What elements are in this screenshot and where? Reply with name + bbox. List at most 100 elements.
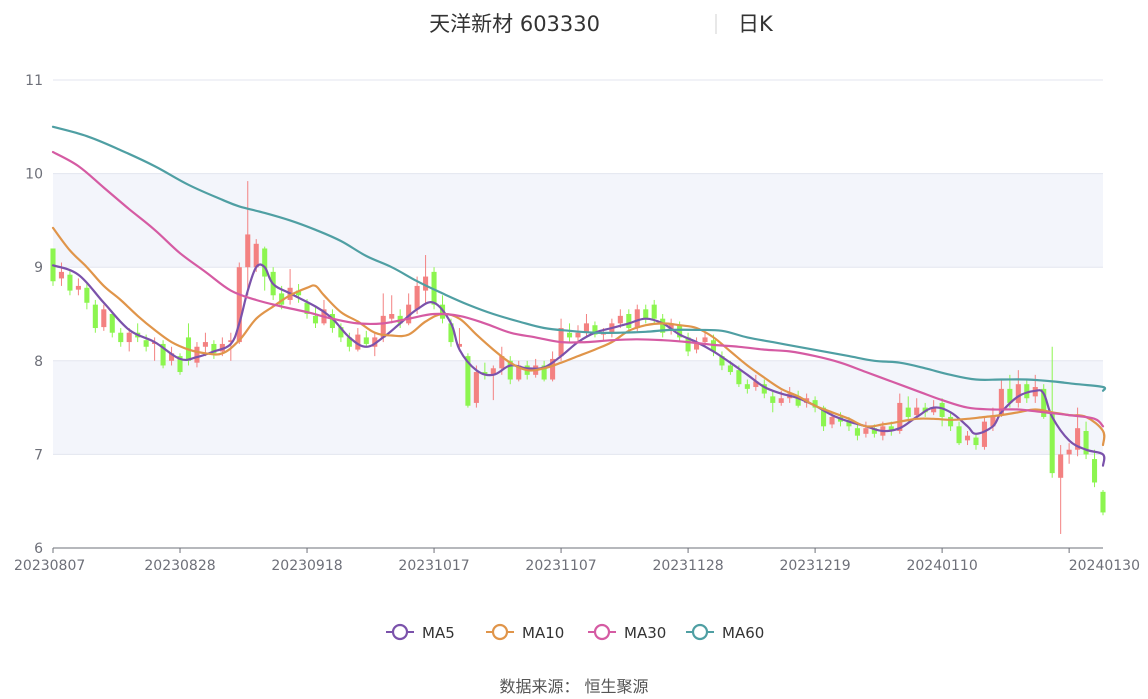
legend-item-ma5[interactable]: MA5 bbox=[386, 623, 455, 642]
candle bbox=[575, 325, 581, 343]
chart-title: 天洋新材 603330 bbox=[429, 12, 600, 36]
candle bbox=[516, 360, 522, 382]
x-tick-label: 20231017 bbox=[398, 558, 469, 574]
candle bbox=[126, 328, 132, 352]
legend-item-ma60[interactable]: MA60 bbox=[686, 623, 764, 642]
candle-body bbox=[253, 243, 259, 268]
candle bbox=[346, 332, 352, 352]
candle-body bbox=[575, 332, 581, 338]
candle-body bbox=[702, 337, 708, 343]
candle-body bbox=[58, 271, 65, 279]
candle-body bbox=[296, 290, 302, 296]
candle bbox=[973, 433, 979, 450]
candle-body bbox=[685, 337, 691, 352]
legend-marker bbox=[593, 623, 611, 641]
candle-body bbox=[1049, 412, 1055, 474]
candle-body bbox=[753, 381, 759, 388]
candle-body bbox=[169, 353, 175, 361]
x-tick-label: 20230828 bbox=[144, 558, 215, 574]
candle-body bbox=[761, 384, 767, 394]
candle bbox=[964, 431, 971, 446]
candle bbox=[118, 328, 124, 347]
candle-body bbox=[279, 293, 285, 305]
y-axis: 6 7 8 9 10 11 bbox=[25, 73, 43, 557]
candle-body bbox=[490, 368, 496, 375]
candle-body bbox=[931, 407, 937, 413]
candle bbox=[812, 396, 818, 413]
legend-item-ma30[interactable]: MA30 bbox=[588, 623, 666, 642]
candle-body bbox=[118, 332, 124, 343]
candle bbox=[423, 255, 429, 305]
candle bbox=[109, 312, 115, 338]
candle-body bbox=[617, 315, 623, 324]
candle bbox=[236, 262, 242, 344]
candle bbox=[981, 416, 987, 450]
candle-body bbox=[1075, 428, 1081, 450]
candle-body bbox=[897, 402, 903, 431]
legend-item-ma10[interactable]: MA10 bbox=[486, 623, 564, 642]
candle bbox=[914, 398, 920, 419]
candle-body bbox=[668, 323, 674, 331]
candle-body bbox=[92, 304, 98, 329]
candle bbox=[626, 309, 632, 333]
candle bbox=[507, 356, 513, 385]
candle-body bbox=[338, 327, 344, 338]
data-source-label: 数据来源： 恒生聚源 bbox=[499, 677, 648, 696]
candle bbox=[1091, 449, 1098, 488]
plot-band-1 bbox=[53, 360, 1103, 455]
x-tick-label: 20231107 bbox=[525, 558, 596, 574]
candle-body bbox=[888, 426, 894, 431]
candle bbox=[685, 332, 691, 357]
candle-body bbox=[414, 285, 420, 310]
legend-marker bbox=[491, 623, 509, 641]
candle-body bbox=[871, 428, 877, 434]
candle bbox=[1015, 370, 1021, 408]
candle bbox=[660, 314, 666, 338]
ma-line-ma10 bbox=[51, 226, 1106, 447]
candle-body bbox=[245, 234, 251, 268]
candle bbox=[1066, 443, 1072, 464]
candle bbox=[177, 353, 183, 375]
candle-body bbox=[431, 271, 437, 305]
candle-body bbox=[228, 340, 234, 343]
candle-body bbox=[109, 314, 115, 333]
candle bbox=[389, 295, 395, 324]
candle-body bbox=[507, 360, 513, 380]
candle bbox=[1058, 445, 1064, 534]
ma-line-ma5 bbox=[51, 263, 1106, 467]
period-tab[interactable]: 日K bbox=[738, 12, 774, 36]
y-tick-label: 10 bbox=[25, 167, 43, 183]
candle bbox=[211, 340, 217, 359]
candle-body bbox=[329, 314, 335, 329]
candle-body bbox=[677, 325, 683, 338]
legend-label: MA60 bbox=[722, 624, 764, 642]
x-tick-label: 20240130 bbox=[1069, 558, 1140, 574]
candle bbox=[905, 396, 911, 422]
candle-body bbox=[456, 343, 462, 347]
y-tick-label: 7 bbox=[34, 447, 43, 463]
candle-body bbox=[355, 334, 361, 350]
candle bbox=[67, 269, 73, 296]
candle bbox=[761, 379, 767, 399]
candle-body bbox=[795, 396, 801, 406]
x-axis: 20230807 20230828 20230918 20231017 20231107… bbox=[14, 547, 1140, 574]
candle bbox=[719, 351, 725, 371]
candle-body bbox=[499, 356, 505, 369]
candle bbox=[854, 424, 860, 441]
y-tick-label: 9 bbox=[34, 260, 43, 276]
chart-header: 天洋新材 603330 日K bbox=[429, 12, 774, 36]
candle-body bbox=[1083, 431, 1089, 455]
candle bbox=[922, 402, 928, 417]
candle-body bbox=[473, 372, 479, 403]
candle-body bbox=[651, 304, 657, 319]
candle-body bbox=[389, 314, 395, 319]
candle-body bbox=[448, 323, 454, 343]
candle bbox=[1041, 384, 1047, 419]
candle-body bbox=[312, 315, 319, 324]
candle-body bbox=[939, 402, 945, 417]
candle-body bbox=[998, 388, 1004, 416]
candle bbox=[84, 284, 90, 310]
plot-band-0 bbox=[53, 173, 1103, 268]
legend-label: MA10 bbox=[522, 624, 564, 642]
